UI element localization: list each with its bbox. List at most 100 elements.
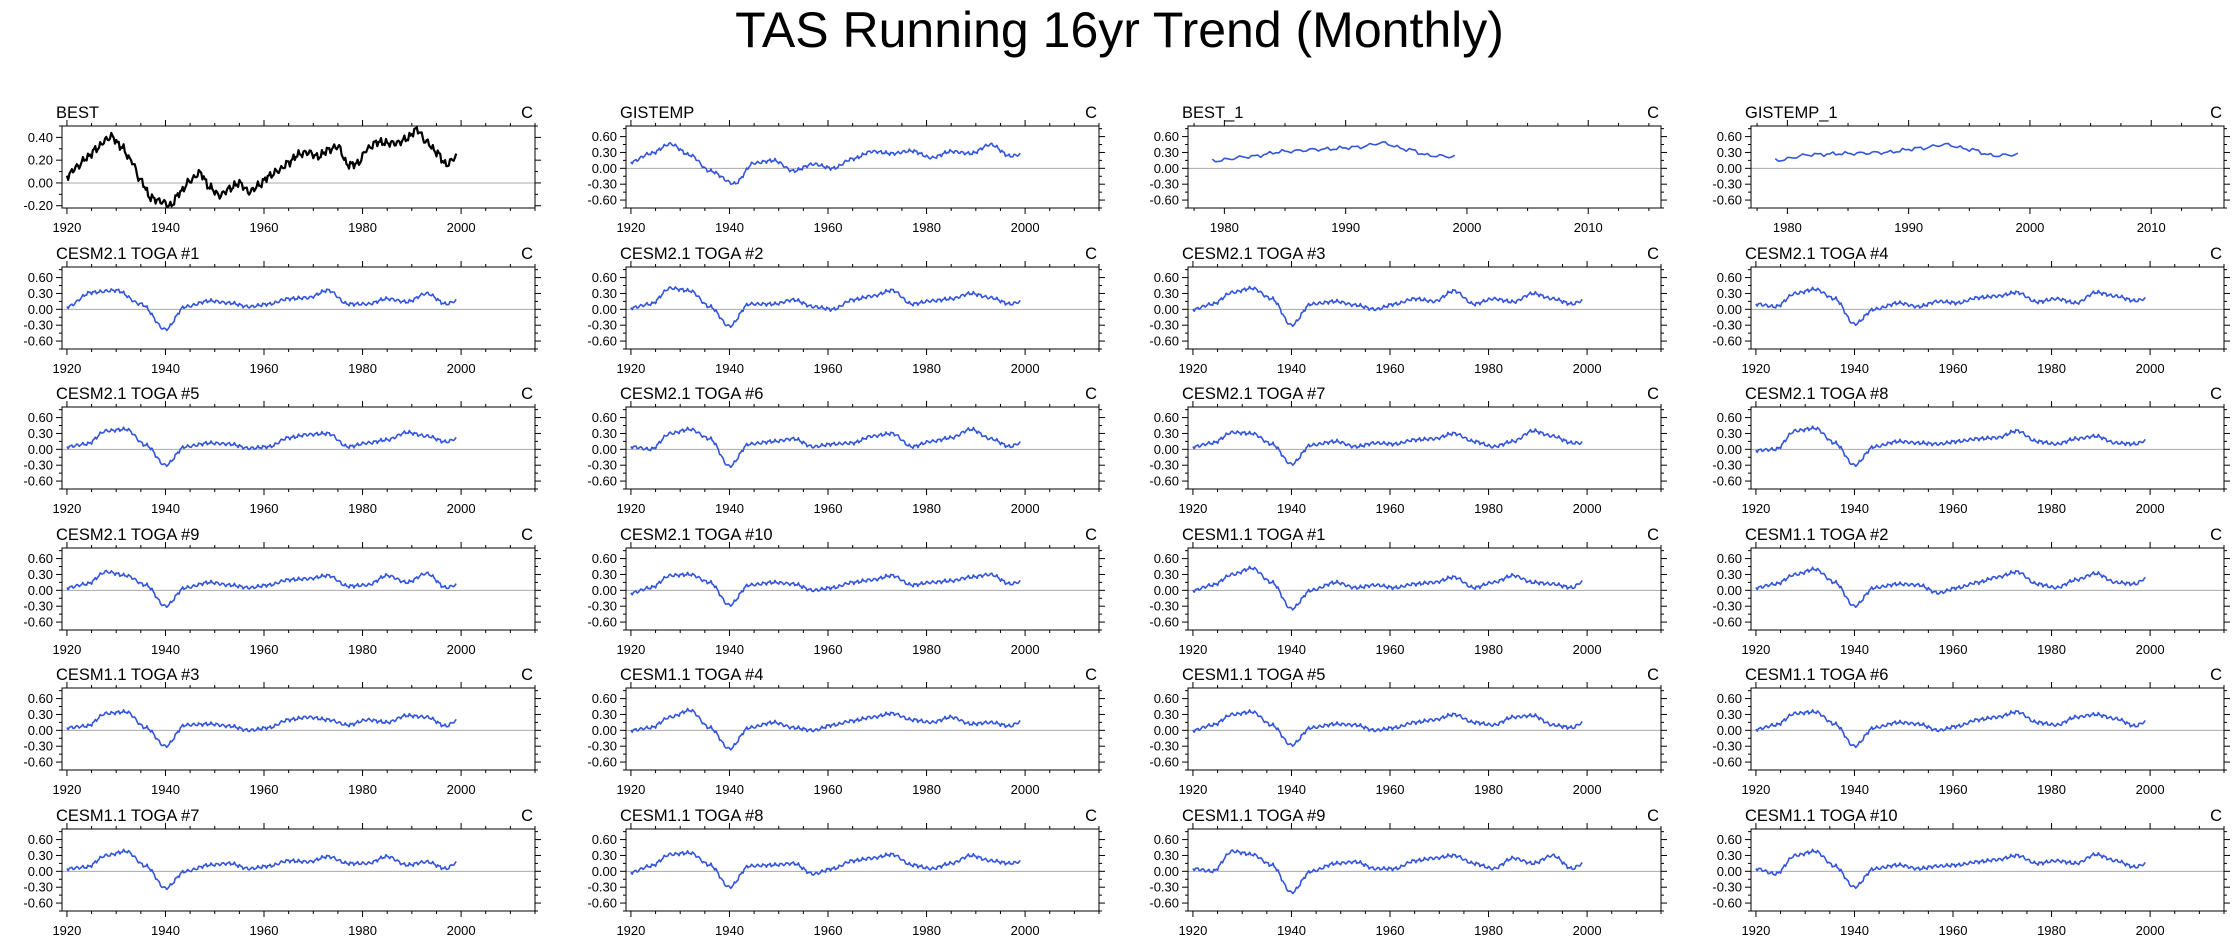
panel-units: C bbox=[521, 666, 533, 684]
y-tick-label: 0.00 bbox=[592, 583, 617, 598]
x-tick-label: 1980 bbox=[1474, 501, 1503, 516]
y-tick-label: -0.30 bbox=[23, 458, 53, 473]
y-tick-label: -0.30 bbox=[587, 318, 617, 333]
x-tick-label: 2000 bbox=[1573, 501, 1602, 516]
panel-units: C bbox=[2210, 807, 2222, 825]
x-tick-label: 1920 bbox=[52, 501, 81, 516]
x-tick-label: 1940 bbox=[715, 501, 744, 516]
y-tick-label: -0.30 bbox=[587, 739, 617, 754]
plot-frame bbox=[1187, 125, 1662, 209]
x-tick-label: 1920 bbox=[52, 782, 81, 797]
y-tick-label: -0.30 bbox=[1149, 177, 1179, 192]
plot-frame bbox=[625, 266, 1100, 350]
panel-title: CESM2.1 TOGA #9 bbox=[56, 526, 199, 544]
x-tick-label: 2000 bbox=[447, 923, 476, 938]
panel-units: C bbox=[1647, 104, 1659, 122]
panel-gistemp: GISTEMP C 0.600.300.00-0.30-0.60 1920 1940 19… bbox=[587, 104, 1105, 235]
x-tick-label: 1940 bbox=[1840, 501, 1869, 516]
series-line bbox=[1192, 565, 1583, 611]
plot-frame bbox=[1187, 828, 1662, 912]
panel-cesm1-1-toga-7: CESM1.1 TOGA #7 C 0.600.300.00-0.30-0.60 19… bbox=[23, 807, 541, 938]
y-tick-label: 0.60 bbox=[592, 410, 617, 425]
x-tick-label: 1960 bbox=[1376, 642, 1405, 657]
panel-title: BEST_1 bbox=[1182, 104, 1243, 122]
y-tick-label: 0.30 bbox=[1717, 426, 1742, 441]
x-tick-label: 2010 bbox=[2137, 220, 2166, 235]
x-tick-label: 2000 bbox=[1011, 501, 1040, 516]
panel-units: C bbox=[2210, 666, 2222, 684]
x-tick-label: 1960 bbox=[1376, 361, 1405, 376]
panel-units: C bbox=[1647, 666, 1659, 684]
y-tick-label: 0.00 bbox=[592, 161, 617, 176]
x-tick-label: 1960 bbox=[250, 220, 279, 235]
x-tick-label: 2000 bbox=[1573, 361, 1602, 376]
plot-frame bbox=[1750, 687, 2225, 771]
y-tick-label: -0.60 bbox=[587, 474, 617, 489]
panel-cesm1-1-toga-2: CESM1.1 TOGA #2 C 0.600.300.00-0.30-0.60 19… bbox=[1712, 526, 2230, 657]
series-line bbox=[1755, 286, 2146, 327]
x-tick-label: 2000 bbox=[2136, 501, 2165, 516]
x-tick-label: 1980 bbox=[912, 642, 941, 657]
y-tick-label: -0.30 bbox=[1712, 880, 1742, 895]
y-tick-label: 0.00 bbox=[1154, 161, 1179, 176]
x-tick-label: 1940 bbox=[1277, 361, 1306, 376]
x-tick-label: 1960 bbox=[250, 923, 279, 938]
y-tick-label: 0.30 bbox=[1154, 848, 1179, 863]
y-tick-label: -0.60 bbox=[1149, 474, 1179, 489]
x-tick-label: 1960 bbox=[250, 361, 279, 376]
y-tick-label: 0.30 bbox=[592, 567, 617, 582]
x-tick-label: 1920 bbox=[1178, 923, 1207, 938]
panel-title: CESM1.1 TOGA #10 bbox=[1745, 807, 1898, 825]
panel-title: CESM1.1 TOGA #7 bbox=[56, 807, 199, 825]
x-tick-label: 1920 bbox=[52, 642, 81, 657]
x-tick-label: 1920 bbox=[52, 361, 81, 376]
y-tick-label: 0.00 bbox=[1717, 442, 1742, 457]
plot-frame bbox=[1750, 406, 2225, 490]
panel-title: CESM1.1 TOGA #3 bbox=[56, 666, 199, 684]
panel-units: C bbox=[1085, 807, 1097, 825]
x-tick-label: 1940 bbox=[715, 642, 744, 657]
y-tick-label: 0.00 bbox=[1717, 583, 1742, 598]
x-tick-label: 1980 bbox=[2037, 782, 2066, 797]
plot-frame bbox=[1750, 266, 2225, 350]
x-tick-label: 1920 bbox=[1741, 782, 1770, 797]
y-tick-label: -0.60 bbox=[1712, 193, 1742, 208]
y-tick-label: 0.60 bbox=[1154, 691, 1179, 706]
y-tick-label: 0.00 bbox=[1154, 864, 1179, 879]
x-tick-label: 1960 bbox=[1376, 501, 1405, 516]
panel-units: C bbox=[1085, 385, 1097, 403]
y-tick-label: -0.30 bbox=[1712, 318, 1742, 333]
y-tick-label: -0.60 bbox=[1712, 755, 1742, 770]
x-tick-label: 1940 bbox=[151, 642, 180, 657]
y-tick-label: 0.60 bbox=[1717, 270, 1742, 285]
x-tick-label: 1920 bbox=[1741, 923, 1770, 938]
plot-frame bbox=[1750, 547, 2225, 631]
panel-cesm1-1-toga-4: CESM1.1 TOGA #4 C 0.600.300.00-0.30-0.60 19… bbox=[587, 666, 1105, 797]
x-tick-label: 1980 bbox=[348, 220, 377, 235]
y-tick-label: -0.30 bbox=[587, 599, 617, 614]
panel-cesm1-1-toga-8: CESM1.1 TOGA #8 C 0.600.300.00-0.30-0.60 19… bbox=[587, 807, 1105, 938]
y-tick-label: 0.00 bbox=[1154, 442, 1179, 457]
y-tick-label: 0.60 bbox=[1154, 270, 1179, 285]
y-tick-label: -0.60 bbox=[1712, 896, 1742, 911]
y-tick-label: 0.60 bbox=[592, 270, 617, 285]
panel-cesm2-1-toga-6: CESM2.1 TOGA #6 C 0.600.300.00-0.30-0.60 19… bbox=[587, 385, 1105, 516]
panel-cesm2-1-toga-1: CESM2.1 TOGA #1 C 0.600.300.00-0.30-0.60 19… bbox=[23, 245, 541, 376]
panel-cesm2-1-toga-10: CESM2.1 TOGA #10 C 0.600.300.00-0.30-0.60 1… bbox=[587, 526, 1105, 657]
panel-units: C bbox=[1085, 245, 1097, 263]
x-tick-label: 1920 bbox=[616, 220, 645, 235]
panel-cesm1-1-toga-1: CESM1.1 TOGA #1 C 0.600.300.00-0.30-0.60 19… bbox=[1149, 526, 1667, 657]
panel-title: CESM2.1 TOGA #4 bbox=[1745, 245, 1888, 263]
x-tick-label: 1960 bbox=[814, 642, 843, 657]
x-tick-label: 1940 bbox=[715, 220, 744, 235]
panel-title: BEST bbox=[56, 104, 99, 122]
y-tick-label: 0.00 bbox=[592, 302, 617, 317]
y-tick-label: 0.00 bbox=[1154, 723, 1179, 738]
y-tick-label: -0.30 bbox=[1712, 599, 1742, 614]
y-tick-label: 0.00 bbox=[592, 864, 617, 879]
y-tick-label: 0.30 bbox=[28, 567, 53, 582]
y-tick-label: 0.40 bbox=[28, 130, 53, 145]
series-line bbox=[1755, 709, 2146, 749]
panel-cesm2-1-toga-2: CESM2.1 TOGA #2 C 0.600.300.00-0.30-0.60 19… bbox=[587, 245, 1105, 376]
y-tick-label: -0.60 bbox=[23, 896, 53, 911]
